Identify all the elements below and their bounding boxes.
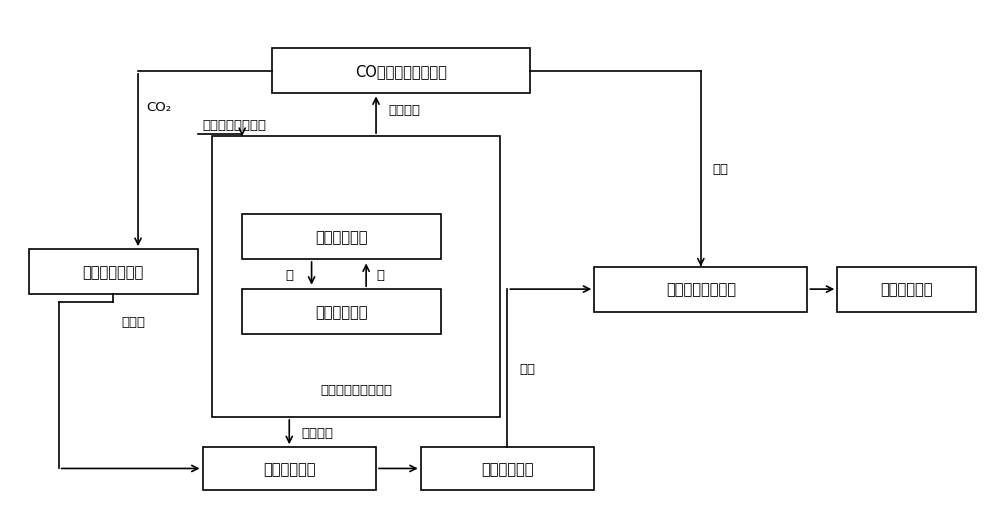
- Text: 电石渣碳化单元: 电石渣碳化单元: [83, 265, 144, 279]
- Bar: [272, 49, 530, 94]
- Bar: [242, 214, 440, 260]
- Text: 乙妆加氢反应单元: 乙妆加氢反应单元: [666, 282, 736, 297]
- Text: 氢气: 氢气: [713, 163, 729, 176]
- Text: 乙妆发生单元: 乙妆发生单元: [263, 461, 316, 476]
- Bar: [594, 267, 807, 312]
- Bar: [212, 137, 500, 417]
- Text: 下段冶炼炉腔: 下段冶炼炉腔: [315, 304, 368, 320]
- Bar: [29, 249, 198, 295]
- Bar: [421, 447, 594, 490]
- Text: 乙妆: 乙妆: [519, 362, 535, 375]
- Bar: [837, 267, 976, 312]
- Text: CO变换脲碳制氢单元: CO变换脲碳制氢单元: [355, 64, 447, 79]
- Text: 乙妆吸收单元: 乙妆吸收单元: [481, 461, 534, 476]
- Text: 电石渣: 电石渣: [121, 316, 145, 329]
- Text: CO₂: CO₂: [146, 100, 171, 114]
- Text: 气: 气: [376, 268, 384, 281]
- Text: 固态电石: 固态电石: [301, 426, 333, 439]
- Bar: [203, 447, 376, 490]
- Text: 粉煤和生石灰粉料: 粉煤和生石灰粉料: [203, 119, 266, 132]
- Text: 混合尾气: 混合尾气: [388, 104, 420, 117]
- Text: 深冷分离单元: 深冷分离单元: [880, 282, 933, 297]
- Text: 上段热解炉腔: 上段热解炉腔: [315, 230, 368, 244]
- Text: 固: 固: [286, 268, 294, 281]
- Bar: [242, 290, 440, 334]
- Text: 两段式电石生产单元: 两段式电石生产单元: [320, 383, 392, 396]
